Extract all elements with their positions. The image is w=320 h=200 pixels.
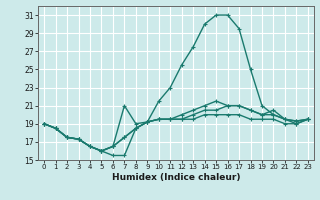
X-axis label: Humidex (Indice chaleur): Humidex (Indice chaleur) <box>112 173 240 182</box>
